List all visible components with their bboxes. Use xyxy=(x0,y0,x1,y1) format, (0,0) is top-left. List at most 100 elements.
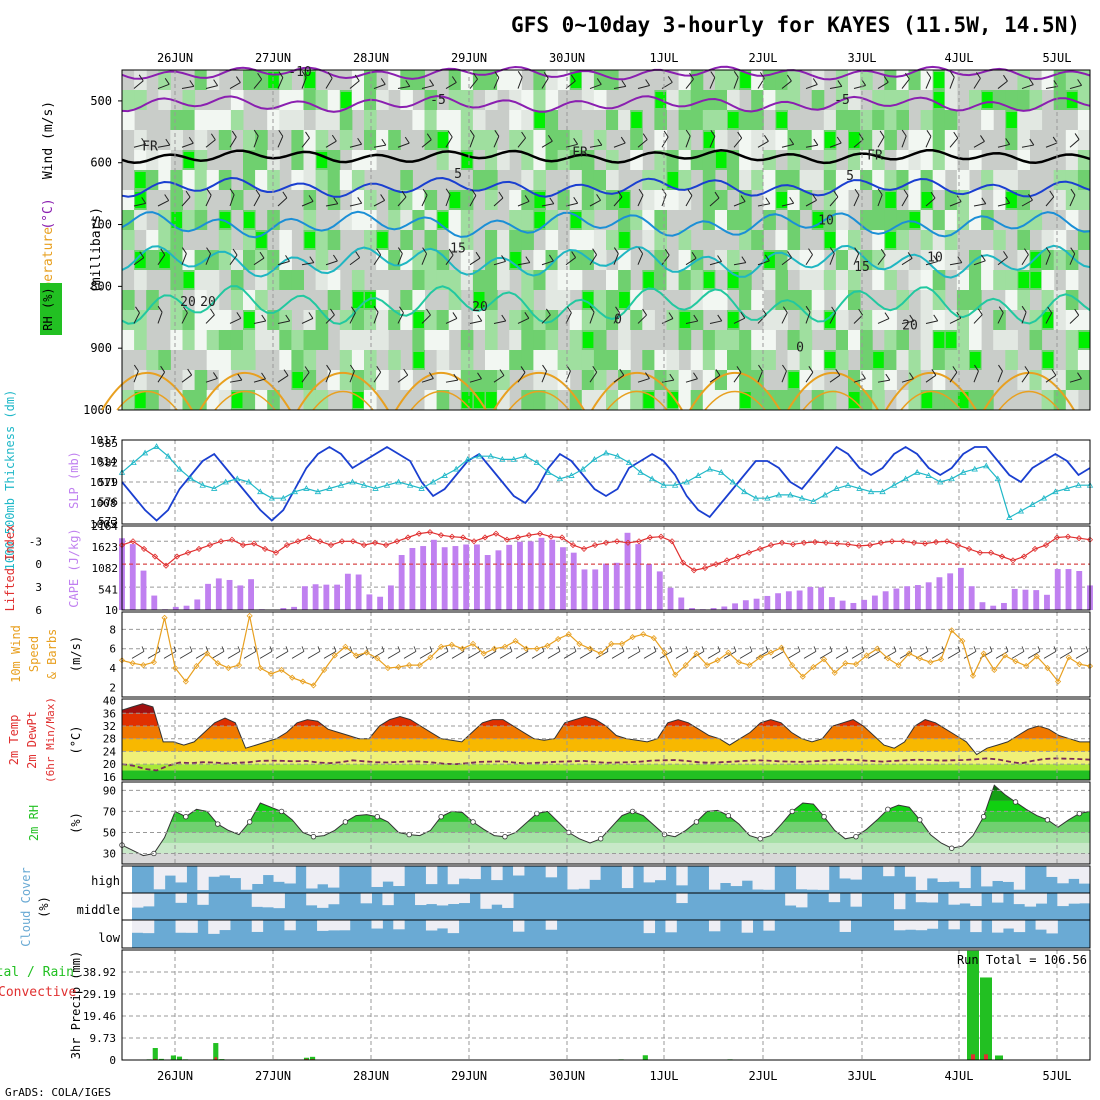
cloud-gap xyxy=(806,866,819,890)
precip-tick-label: 9.73 xyxy=(90,1032,117,1045)
rh-patch-high xyxy=(304,72,316,88)
wind-speed-marker xyxy=(512,637,519,645)
wind-barb-flag xyxy=(573,196,579,204)
rh-marker xyxy=(342,819,349,825)
cape-tick-label: 541 xyxy=(98,583,118,596)
rh-patch xyxy=(158,350,171,370)
wind-barb xyxy=(637,139,648,148)
precip-tick-label: 38.92 xyxy=(83,966,116,979)
rh-patch xyxy=(775,70,788,90)
wind-barb-flag xyxy=(501,255,506,262)
wind-speed-marker xyxy=(1001,652,1008,659)
rh-patch xyxy=(944,110,958,130)
wind-barb-flag xyxy=(893,646,897,652)
cape-bar xyxy=(398,555,405,610)
rh-patch xyxy=(364,70,377,90)
rh-patch-high xyxy=(679,312,691,328)
wind-barb-flag xyxy=(157,646,161,652)
wind-barb xyxy=(1059,651,1073,659)
wind-barb xyxy=(373,371,382,383)
cloud-gap xyxy=(992,920,1004,933)
precip-total-bar xyxy=(176,1056,183,1060)
rh-patch xyxy=(351,270,365,290)
wind-speed-marker xyxy=(576,640,583,647)
rh-marker xyxy=(853,833,859,840)
rh-patch xyxy=(400,190,413,210)
date-tick-label: 27JUN xyxy=(255,1069,291,1083)
thickness-marker xyxy=(199,481,206,488)
rh-patch xyxy=(969,310,982,330)
rh-patch xyxy=(763,270,776,290)
rh-patch xyxy=(158,150,171,170)
cloud-gap xyxy=(904,866,917,877)
wind-barb xyxy=(277,197,288,207)
cape-bar xyxy=(635,544,642,610)
thickness-marker xyxy=(879,488,886,495)
rh-patch xyxy=(364,390,377,410)
rh-patch xyxy=(727,370,740,390)
cape-bar xyxy=(871,595,878,610)
wind-barb xyxy=(877,136,885,148)
rh-patch-high xyxy=(788,372,800,388)
precip-total-bar xyxy=(642,1055,648,1060)
rh-patch xyxy=(908,190,922,210)
wind-barb-flag xyxy=(931,369,937,376)
wind-barb-flag xyxy=(475,251,481,259)
rh-patch xyxy=(485,230,498,250)
wind-barb-flag xyxy=(733,71,739,78)
wind-barb xyxy=(757,203,770,207)
wind-barb xyxy=(499,651,513,659)
wind-barb-flag xyxy=(621,646,625,652)
wind-speed-marker xyxy=(459,645,466,652)
cloud-gap xyxy=(338,920,351,931)
wind-barb xyxy=(805,312,811,324)
isotherm-30 xyxy=(802,390,864,411)
rh-patch xyxy=(920,310,934,330)
wind-barb xyxy=(253,378,266,383)
pressure-tick-label: 1000 xyxy=(83,403,112,417)
rh-patch-high xyxy=(473,292,485,308)
wind-barb-flag xyxy=(445,646,449,652)
rh-patch xyxy=(146,250,159,270)
wind-barb-flag xyxy=(261,314,267,322)
wind-barb-flag xyxy=(854,188,860,196)
rh-patch xyxy=(932,310,946,330)
axis-label: 3hr Precip (mm) xyxy=(69,951,83,1059)
date-tick-label: 28JUN xyxy=(353,51,389,65)
rh-patch xyxy=(654,270,667,290)
wind-barb xyxy=(133,202,146,207)
cloud-gap xyxy=(937,866,949,882)
axis-label: RH (%) xyxy=(41,287,55,330)
rh-patch xyxy=(364,330,377,350)
rh-patch xyxy=(848,330,861,350)
li-marker xyxy=(833,540,841,547)
slp-tick-label-vis: 1011 xyxy=(90,476,117,489)
wind-barb xyxy=(301,137,310,148)
rh-patch xyxy=(823,170,837,190)
rh-patch xyxy=(327,110,341,130)
li-marker xyxy=(943,538,951,545)
wind-barb xyxy=(685,257,697,266)
isotherm-25 xyxy=(591,372,683,411)
wind-barb-flag xyxy=(786,74,792,82)
wind-barb xyxy=(541,203,554,207)
li-marker xyxy=(602,539,610,546)
rh-patch xyxy=(727,210,740,230)
li-marker xyxy=(250,540,258,547)
panel-frame xyxy=(121,525,1091,611)
rh-patch xyxy=(485,190,498,210)
rh-patch xyxy=(569,310,583,330)
rh-patch xyxy=(860,170,873,190)
rh-patch xyxy=(303,330,317,350)
cloud-gap xyxy=(458,893,470,904)
rh-patch xyxy=(932,350,946,370)
wind-barb xyxy=(901,135,907,148)
cape-bar xyxy=(796,590,803,610)
rh-patch xyxy=(533,170,546,190)
cape-bar xyxy=(893,588,900,610)
wind-barb xyxy=(829,312,837,324)
rh-patch xyxy=(593,230,607,250)
cloud-gap xyxy=(981,866,993,887)
